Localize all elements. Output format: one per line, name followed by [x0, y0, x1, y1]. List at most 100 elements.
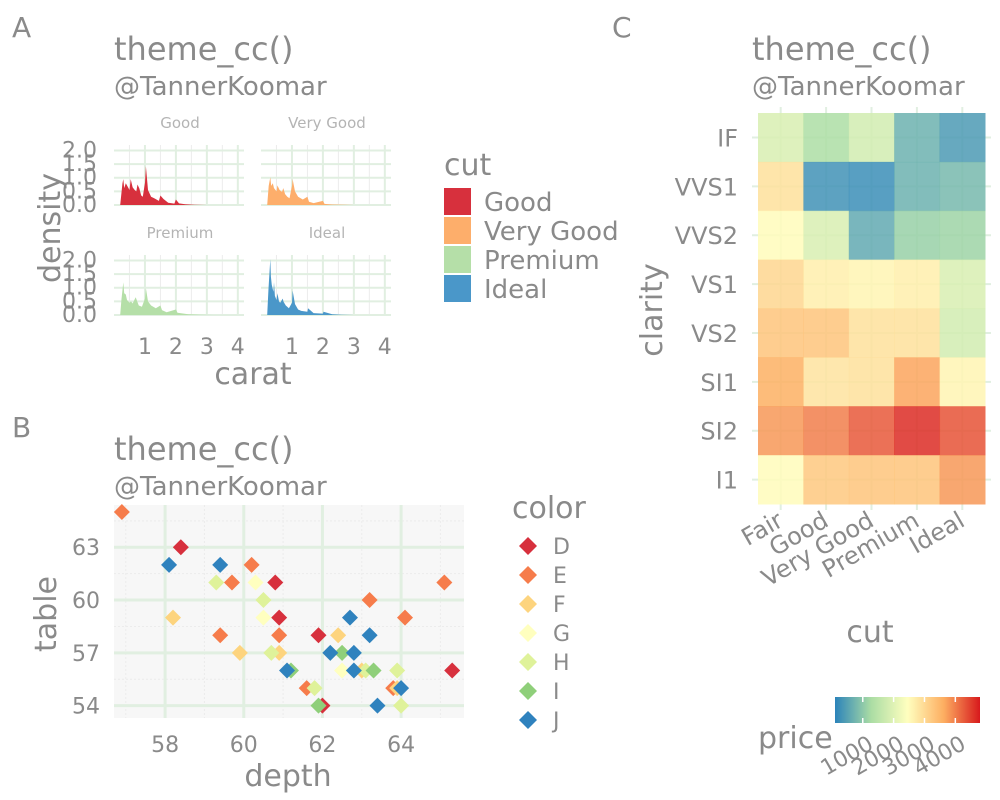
heatmap-cell: [894, 210, 941, 261]
panel-b-subtitle: @TannerKoomar: [114, 472, 327, 502]
legend-label: J: [551, 709, 560, 734]
heatmap-cell: [848, 406, 895, 456]
heatmap-cell: [894, 308, 941, 358]
legend-label: G: [553, 622, 570, 647]
panel-c-legend-title: price: [758, 721, 833, 756]
y-tick-label: 63: [72, 536, 100, 561]
x-tick-label: 1: [138, 335, 152, 360]
panel-c-subtitle: @TannerKoomar: [752, 72, 965, 102]
x-tick-label: 4: [231, 335, 245, 360]
y-tick-label: VVS2: [675, 222, 738, 250]
panel-a-y-axis-label: density: [33, 173, 68, 283]
panel-b-legend-title: color: [512, 491, 587, 526]
panel-a-legend-title: cut: [444, 148, 492, 183]
heatmap-cell: [803, 259, 850, 309]
y-tick-label: 54: [72, 695, 100, 720]
scatter-point-h: [255, 592, 272, 609]
y-tick-label: 1.0: [62, 276, 97, 301]
panel-a-title: theme_cc(): [114, 30, 294, 68]
panel-label-a: A: [12, 11, 31, 44]
scatter-point-e: [397, 609, 414, 626]
heatmap-cell: [848, 210, 895, 261]
scatter-point-j: [361, 627, 378, 644]
heatmap-cell: [758, 406, 804, 456]
y-tick-label: 1.5: [62, 262, 97, 287]
heatmap-cell: [803, 455, 850, 505]
panel-a-subtitle: @TannerKoomar: [114, 72, 327, 102]
y-tick-label: SI2: [700, 418, 738, 446]
heatmap-cell: [939, 210, 986, 261]
facet-strip-premium: Premium: [147, 224, 214, 242]
heatmap-cell: [939, 161, 986, 212]
y-tick-label: 0.0: [62, 193, 97, 218]
heatmap-cell: [894, 259, 941, 309]
heatmap-cell: [939, 259, 986, 309]
facet-strip-good: Good: [160, 114, 200, 132]
price-colorbar: [835, 697, 980, 723]
y-tick-label: I1: [716, 467, 738, 495]
heatmap-cell: [894, 455, 941, 505]
y-tick-label: 0.5: [62, 289, 97, 314]
facet-strip-very-good: Very Good: [288, 114, 366, 132]
scatter-point-d: [444, 662, 461, 679]
scatter-point-j: [345, 662, 362, 679]
heatmap-cell: [758, 161, 804, 212]
legend-key-g: [519, 624, 537, 642]
facet-panel-very-good: [261, 145, 391, 206]
panel-a-y-ticks: 0.00.51.01.52.00.00.51.01.52.0: [62, 138, 97, 328]
scatter-point-e: [212, 627, 229, 644]
density-area-premium: [120, 282, 214, 315]
panel-b-plot-area: 58 60 62 64 54 57 60 63: [72, 504, 464, 758]
scatter-point-j: [212, 556, 229, 573]
legend-label: H: [553, 651, 570, 676]
x-tick-label: 4: [378, 335, 392, 360]
scatter-point-h: [263, 644, 280, 661]
scatter-point-d: [310, 627, 327, 644]
scatter-point-e: [271, 627, 288, 644]
scatter-point-j: [369, 697, 386, 714]
y-tick-label: VS2: [691, 320, 738, 348]
scatter-point-j: [161, 556, 178, 573]
density-area-ideal: [267, 259, 354, 315]
legend-key-i: [519, 682, 537, 700]
scatter-point-j: [322, 644, 339, 661]
heatmap-cell: [894, 357, 941, 407]
heatmap-cell: [848, 308, 895, 358]
y-tick-label: SI1: [700, 369, 738, 397]
scatter-point-f: [231, 644, 248, 661]
legend-label: F: [553, 593, 566, 618]
panel-c-x-axis-label: cut: [846, 615, 894, 650]
density-area-good: [120, 166, 207, 205]
scatter-point-e: [113, 504, 130, 521]
density-area-very-good: [267, 177, 354, 205]
scatter-point-h: [306, 680, 323, 697]
scatter-point-j: [341, 609, 358, 626]
legend-key-j: [519, 711, 537, 729]
panel-b-scatter-chart: theme_cc() @TannerKoomar 58 60 62 64 54 57 60 6…: [29, 430, 587, 794]
heatmap-cell: [848, 113, 895, 163]
x-tick-label: 2: [316, 335, 330, 360]
scatter-point-h: [208, 574, 225, 591]
x-tick-label: 58: [151, 733, 179, 758]
legend-label: D: [553, 535, 570, 560]
y-tick-label: 57: [72, 642, 100, 667]
scatter-point-d: [271, 609, 288, 626]
heatmap-cell: [803, 113, 850, 163]
scatter-point-e: [436, 574, 453, 591]
heatmap-cell: [758, 113, 804, 163]
legend-label: Very Good: [484, 217, 619, 247]
heatmap-cell: [848, 161, 895, 212]
scatter-point-g: [255, 609, 272, 626]
scatter-point-f: [330, 627, 347, 644]
heatmap-cell: [939, 455, 986, 505]
heatmap-cell: [803, 308, 850, 358]
scatter-point-h: [389, 662, 406, 679]
y-tick-label: VS1: [691, 271, 738, 299]
x-tick-label: 64: [387, 733, 415, 758]
panel-label-b: B: [12, 411, 31, 444]
legend-key-very-good: [444, 217, 471, 244]
legend-key-h: [519, 653, 537, 671]
heatmap-cell: [758, 210, 804, 261]
heatmap-cell: [803, 210, 850, 261]
